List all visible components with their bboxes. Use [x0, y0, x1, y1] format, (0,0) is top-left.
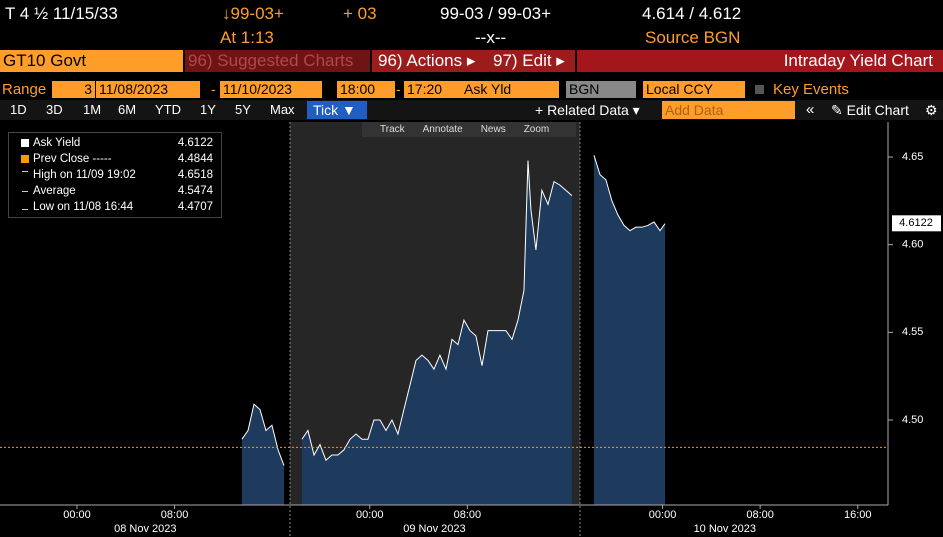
legend-value: 4.4707 — [177, 201, 213, 213]
related-data[interactable]: + Related Data ▾ — [535, 102, 640, 118]
x-tick-label: 08:00 — [161, 509, 189, 521]
legend-label: Ask Yield — [33, 137, 81, 149]
x-tick-label: 00:00 — [356, 509, 384, 521]
settings[interactable]: ⚙ — [925, 102, 938, 118]
field-select[interactable]: Ask Yld — [461, 81, 559, 98]
x-date-label: 09 Nov 2023 — [403, 523, 465, 535]
tool[interactable]: Zoom — [523, 124, 550, 135]
tick-button[interactable]: Tick ▼ — [307, 101, 367, 119]
plot — [0, 155, 888, 505]
legend-value: 4.5474 — [177, 185, 213, 197]
period[interactable]: 1Y — [200, 102, 216, 117]
y-tick-label: 4.65 — [902, 151, 923, 163]
size: --x-- — [475, 28, 507, 47]
legend-label: Prev Close ----- — [33, 153, 112, 165]
period[interactable]: 3D — [46, 102, 63, 117]
legend-value: 4.4844 — [177, 153, 213, 165]
price-change: ↓99-03+ — [222, 4, 284, 23]
currency-select[interactable]: Local CCY — [643, 81, 745, 98]
tool[interactable]: Annotate — [422, 124, 463, 135]
edit-chart[interactable]: ✎ Edit Chart — [831, 102, 909, 118]
ticker[interactable]: GT10 Govt — [0, 50, 183, 72]
page-title: Intraday Yield Chart — [577, 50, 943, 72]
add-data[interactable]: Add Data — [662, 101, 795, 119]
y-tick-label: 4.50 — [902, 414, 923, 426]
period[interactable]: 6M — [118, 102, 137, 117]
dash: - — [396, 81, 401, 97]
series-line — [241, 155, 666, 466]
period[interactable]: 5Y — [235, 102, 251, 117]
bid-ask: 99-03 / 99-03+ — [440, 4, 552, 23]
legend-label: Average — [33, 185, 76, 197]
y-tick-label: 4.55 — [902, 326, 923, 338]
legend-label: Low on 11/08 16:44 — [33, 201, 134, 213]
end-date[interactable]: 11/10/2023 — [220, 81, 322, 98]
chart-tools: Track Annotate News Zoom — [362, 122, 576, 137]
legend-value: 4.6518 — [177, 169, 213, 181]
edit-menu[interactable]: 97) Edit ▸ — [487, 50, 575, 72]
change: + 03 — [343, 4, 377, 23]
legend-value: 4.6122 — [177, 137, 213, 149]
x-tick-label: 08:00 — [454, 509, 482, 521]
dash: - — [211, 81, 216, 97]
actions-menu[interactable]: 96) Actions ▸ — [372, 50, 488, 72]
x-tick-label: 16:00 — [844, 509, 872, 521]
x-tick-label: 00:00 — [649, 509, 677, 521]
checkbox[interactable] — [755, 85, 764, 94]
range-input[interactable]: 3 — [52, 81, 95, 98]
x-date-label: 10 Nov 2023 — [694, 523, 756, 535]
last-value-box — [892, 215, 941, 232]
y-tick-label: 4.60 — [902, 239, 923, 251]
end-time[interactable]: 17:20 — [404, 81, 462, 98]
x-date-label: 08 Nov 2023 — [114, 523, 176, 535]
area-fill — [241, 155, 665, 505]
period[interactable]: YTD — [155, 102, 181, 117]
key-events[interactable]: Key Events — [773, 81, 849, 98]
last-value-label: 4.6122 — [899, 217, 933, 229]
start-date[interactable]: 11/08/2023 — [96, 81, 200, 98]
range-label: Range — [2, 81, 47, 98]
time: At 1:13 — [220, 28, 274, 47]
source-input[interactable]: BGN — [566, 81, 636, 98]
legend: Ask Yield 4.6122 Prev Close ----- 4.4844 H… — [8, 132, 222, 218]
source: Source BGN — [645, 28, 741, 47]
x-tick-label: 00:00 — [63, 509, 91, 521]
legend-label: High on 11/09 19:02 — [33, 169, 136, 181]
suggested-charts[interactable]: 96) Suggested Charts — [185, 50, 370, 72]
period[interactable]: Max — [270, 102, 295, 117]
period[interactable]: 1M — [83, 102, 102, 117]
start-time[interactable]: 18:00 — [337, 81, 395, 98]
tool[interactable]: Track — [380, 124, 405, 135]
tool[interactable]: News — [480, 124, 506, 135]
collapse[interactable]: « — [806, 101, 815, 118]
x-tick-label: 08:00 — [746, 509, 774, 521]
toolbar — [0, 100, 943, 120]
period[interactable]: 1D — [10, 102, 27, 117]
security: T 4 ½ 11/15/33 — [5, 4, 118, 23]
yields: 4.614 / 4.612 — [642, 4, 742, 23]
